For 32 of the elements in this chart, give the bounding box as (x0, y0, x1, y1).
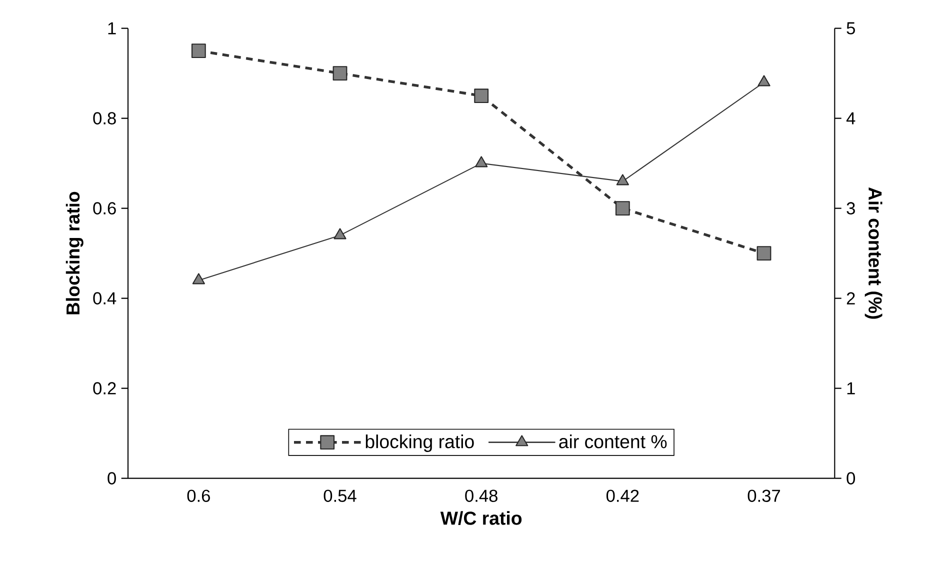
y-tick-label: 0.8 (93, 112, 116, 124)
legend-label: blocking ratio (366, 434, 474, 452)
y2-tick-label: 2 (846, 292, 855, 304)
y2-tick-label: 1 (847, 382, 855, 394)
y2-tick-label: 5 (846, 22, 855, 34)
y-tick-label: 0 (108, 472, 116, 484)
y2-axis-title: Air content (%) (864, 187, 882, 319)
x-axis-title: W/C ratio (440, 511, 522, 526)
y2-tick-label: 0 (846, 472, 856, 484)
point (756, 246, 772, 261)
point (475, 156, 488, 168)
x-tick-label: 0.37 (748, 490, 780, 502)
y-tick-label: 0.4 (93, 292, 116, 304)
y2-tick-label: 3 (846, 202, 855, 214)
legend-label: air content % (559, 434, 667, 448)
point (332, 66, 348, 81)
x-tick-label: 0.48 (465, 490, 498, 502)
point (616, 174, 629, 186)
x-tick-label: 0.54 (324, 490, 356, 502)
y-axis-title: Blocking ratio (66, 192, 84, 314)
point (474, 88, 489, 104)
x-tick-label: 0.42 (606, 490, 639, 502)
point (615, 201, 630, 216)
point (192, 273, 205, 284)
x-tick-label: 0.6 (187, 490, 210, 502)
y-tick-label: 0.2 (93, 382, 116, 394)
point (758, 75, 770, 86)
y2-tick-label: 4 (846, 112, 856, 124)
point (334, 228, 346, 240)
point (191, 44, 206, 58)
y-tick-label: 1 (108, 22, 116, 34)
y-tick-label: 0.6 (93, 202, 116, 214)
